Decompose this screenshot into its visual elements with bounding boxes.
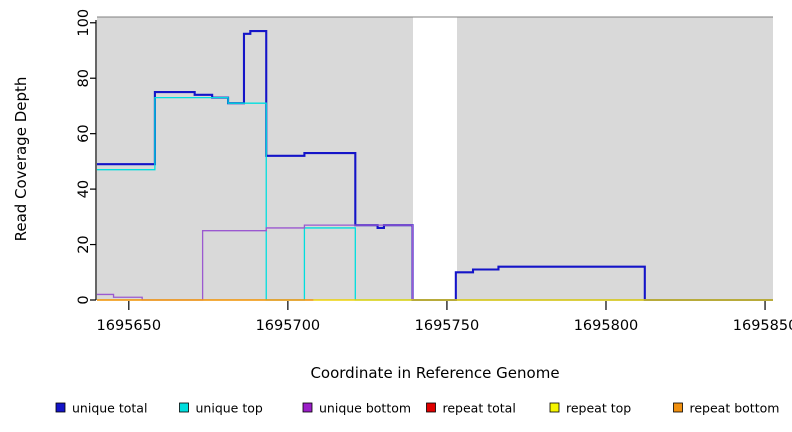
legend-label: unique top xyxy=(196,401,263,416)
legend-swatch xyxy=(426,402,436,413)
y-tick-label: 40 xyxy=(76,180,92,198)
series-unique-bottom xyxy=(97,224,773,301)
x-tick-label: 1695850 xyxy=(733,318,792,334)
y-tick-label: 0 xyxy=(76,295,92,304)
x-tick-label: 1695750 xyxy=(415,318,480,334)
x-tick-label: 1695700 xyxy=(256,318,321,334)
legend-item[interactable]: unique top xyxy=(179,401,263,416)
legend-item[interactable]: repeat top xyxy=(549,401,631,416)
y-tick-label: 60 xyxy=(76,124,92,142)
legend-swatch xyxy=(549,402,560,413)
x-axis-title-text: Coordinate in Reference Genome xyxy=(310,364,559,382)
legend-item[interactable]: unique total xyxy=(55,401,147,416)
chart-legend: unique total unique top unique bottom repea… xyxy=(55,401,780,416)
y-axis-title: Read Coverage Depth xyxy=(12,77,30,242)
x-tick-label: 1695650 xyxy=(97,318,162,334)
legend-label: repeat bottom xyxy=(690,401,780,416)
legend-item[interactable]: repeat bottom xyxy=(673,401,780,416)
y-tick-label: 100 xyxy=(76,9,92,37)
legend-swatch xyxy=(302,402,313,413)
x-tick-label: 1695800 xyxy=(574,318,639,334)
legend-label: unique bottom xyxy=(319,401,411,416)
legend-label: repeat total xyxy=(443,401,516,416)
legend-item[interactable]: unique bottom xyxy=(302,401,411,416)
legend-label: unique total xyxy=(72,401,147,416)
x-axis: 1695650 1695700 1695750 1695800 1695850 xyxy=(97,301,792,334)
y-tick-label: 80 xyxy=(76,69,92,87)
series-unique-total xyxy=(97,30,773,302)
legend-swatch xyxy=(673,402,683,413)
y-axis-title-text: Read Coverage Depth xyxy=(12,77,30,242)
legend-item[interactable]: repeat total xyxy=(426,401,516,416)
legend-swatch xyxy=(55,402,66,413)
legend-swatch xyxy=(179,402,189,413)
data-series-layer xyxy=(97,30,773,302)
legend-label: repeat top xyxy=(566,401,631,416)
no-data-gap-region xyxy=(413,17,457,300)
y-tick-label: 20 xyxy=(76,235,92,253)
y-axis: 0 20 40 60 80 100 xyxy=(76,9,97,305)
